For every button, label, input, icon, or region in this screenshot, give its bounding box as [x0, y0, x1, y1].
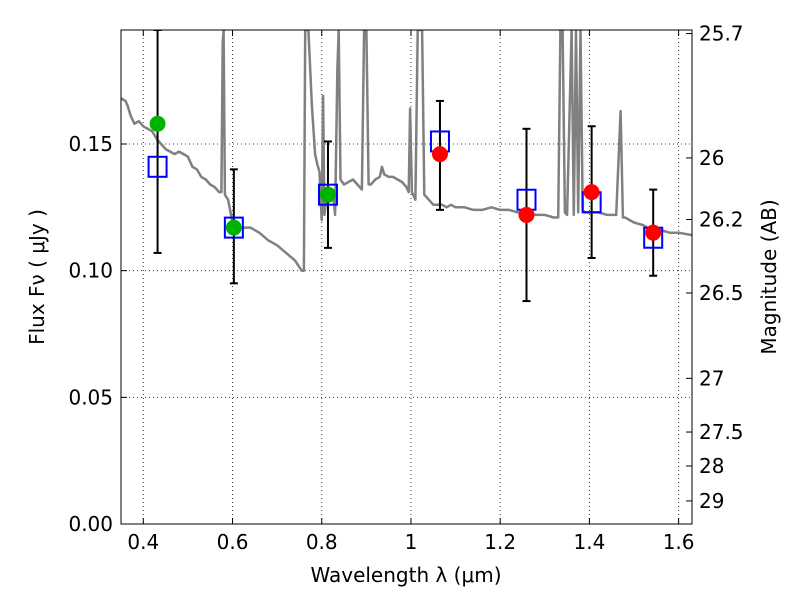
right-tick-label: 26.2	[699, 207, 744, 231]
right-tick-label: 29	[699, 489, 724, 513]
right-tick-label: 27.5	[699, 420, 744, 444]
right-axis-label: Magnitude (AB)	[757, 199, 781, 354]
observed-point-red	[583, 184, 600, 201]
model-spectrum-line	[121, 30, 692, 272]
y-tick-label: 0.05	[68, 385, 113, 409]
observed-point-green	[225, 219, 242, 236]
observed-point-red	[431, 146, 448, 163]
right-tick-label: 25.7	[699, 22, 744, 46]
right-tick-label: 27	[699, 366, 724, 390]
x-tick-label: 0.6	[217, 530, 249, 554]
y-axis-left: 0.00 0.05 0.10 0.15	[68, 132, 127, 536]
model-spectrum-layer	[121, 30, 692, 272]
x-tick-label: 0.4	[127, 530, 159, 554]
x-axis-label: Wavelength λ (μm)	[310, 563, 501, 587]
observed-point-green	[319, 186, 336, 203]
y-tick-label: 0.00	[68, 512, 113, 536]
y-axis-right: 25.7 26 26.2 26.5 27 27.5 28 29	[686, 22, 744, 513]
observed-point-green	[149, 115, 166, 132]
observed-points-layer	[149, 115, 662, 241]
observed-point-red	[645, 224, 662, 241]
plot-area	[121, 30, 692, 303]
x-tick-label: 1	[405, 530, 418, 554]
grid-lines	[121, 30, 692, 525]
right-tick-label: 26	[699, 146, 724, 170]
right-tick-label: 28	[699, 454, 724, 478]
model-photometry-square	[317, 183, 338, 206]
x-axis: 0.4 0.6 0.8 1 1.2 1.4 1.6	[127, 30, 695, 554]
x-tick-label: 1.2	[484, 530, 516, 554]
x-tick-label: 0.8	[306, 530, 338, 554]
y-tick-label: 0.10	[68, 259, 113, 283]
plot-frame	[120, 29, 693, 525]
model-photometry-square	[147, 155, 168, 178]
y-tick-label: 0.15	[68, 132, 113, 156]
y-axis-label: Flux Fν ( μJy )	[25, 209, 49, 345]
right-tick-label: 26.5	[699, 281, 744, 305]
model-photometry-square	[223, 216, 244, 239]
observed-point-red	[518, 206, 535, 223]
x-tick-label: 1.4	[573, 530, 605, 554]
x-tick-label: 1.6	[663, 530, 695, 554]
